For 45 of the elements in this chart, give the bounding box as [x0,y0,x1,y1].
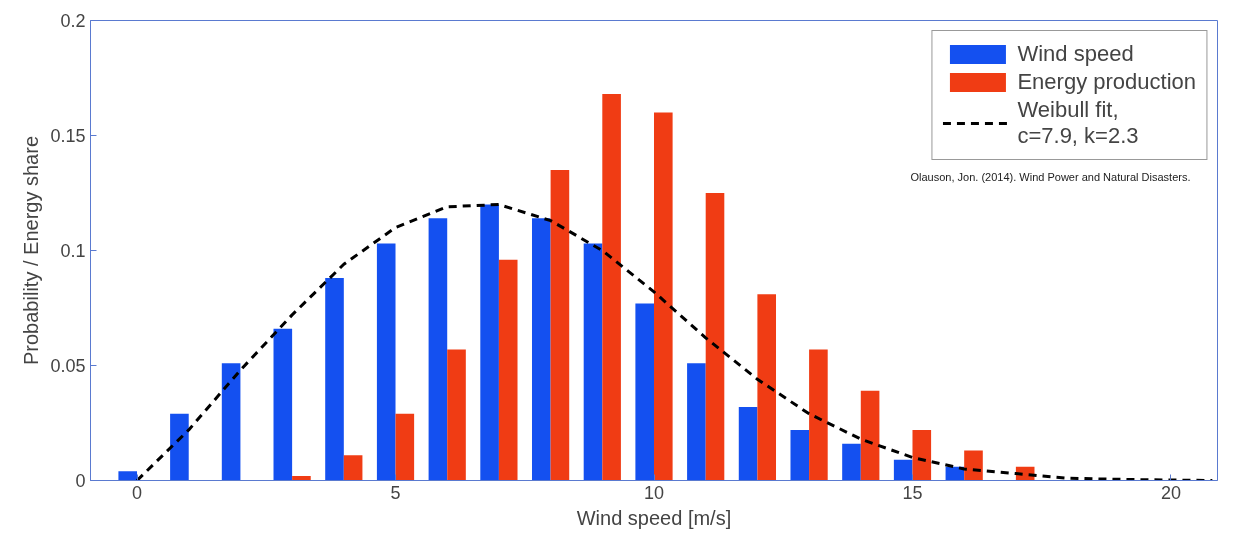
bar [428,218,448,481]
bar [809,349,828,481]
bar [325,278,344,481]
bar [273,328,293,481]
x-tick-label: 20 [1160,482,1181,503]
y-tick-label: 0.2 [60,11,86,31]
bar [635,303,654,481]
bar [498,259,518,481]
bar [912,429,932,481]
bar [583,243,603,481]
bar [964,450,983,481]
x-axis-title: Wind speed [m/s] [576,506,732,529]
legend-label: Wind speed [1017,41,1134,67]
bar [738,406,758,481]
annotation: Olauson, Jon. (2014). Wind Power and Natural Disasters. [910,170,1191,183]
y-tick-label: 0.1 [60,241,86,261]
x-tick-label: 15 [902,482,923,503]
bar [376,243,396,481]
bar [531,218,551,481]
bar [550,170,570,481]
bar [893,459,913,481]
y-tick-label: 0.05 [50,356,86,376]
bar [654,112,673,481]
y-axis-title: Probability / Energy share [20,135,43,365]
bar [757,294,777,481]
bar [221,363,241,481]
line-series [135,203,1214,481]
legend-label: Weibull fit, c=7.9, k=2.3 [1017,97,1139,149]
bar [170,413,189,481]
x-tick-label: 10 [643,482,665,503]
bar [687,363,706,481]
x-tick-label: 0 [132,482,143,503]
bar [842,443,861,481]
bar [118,471,138,481]
bar [602,94,621,481]
bar [860,390,880,481]
bar [790,429,810,481]
bar [447,349,466,481]
legend-label: Energy production [1017,69,1196,95]
bar [705,193,725,481]
bar [343,455,363,481]
y-tick-label: 0.15 [50,126,86,146]
x-tick-label: 5 [390,482,401,503]
bar [480,204,499,481]
bar [395,413,415,481]
